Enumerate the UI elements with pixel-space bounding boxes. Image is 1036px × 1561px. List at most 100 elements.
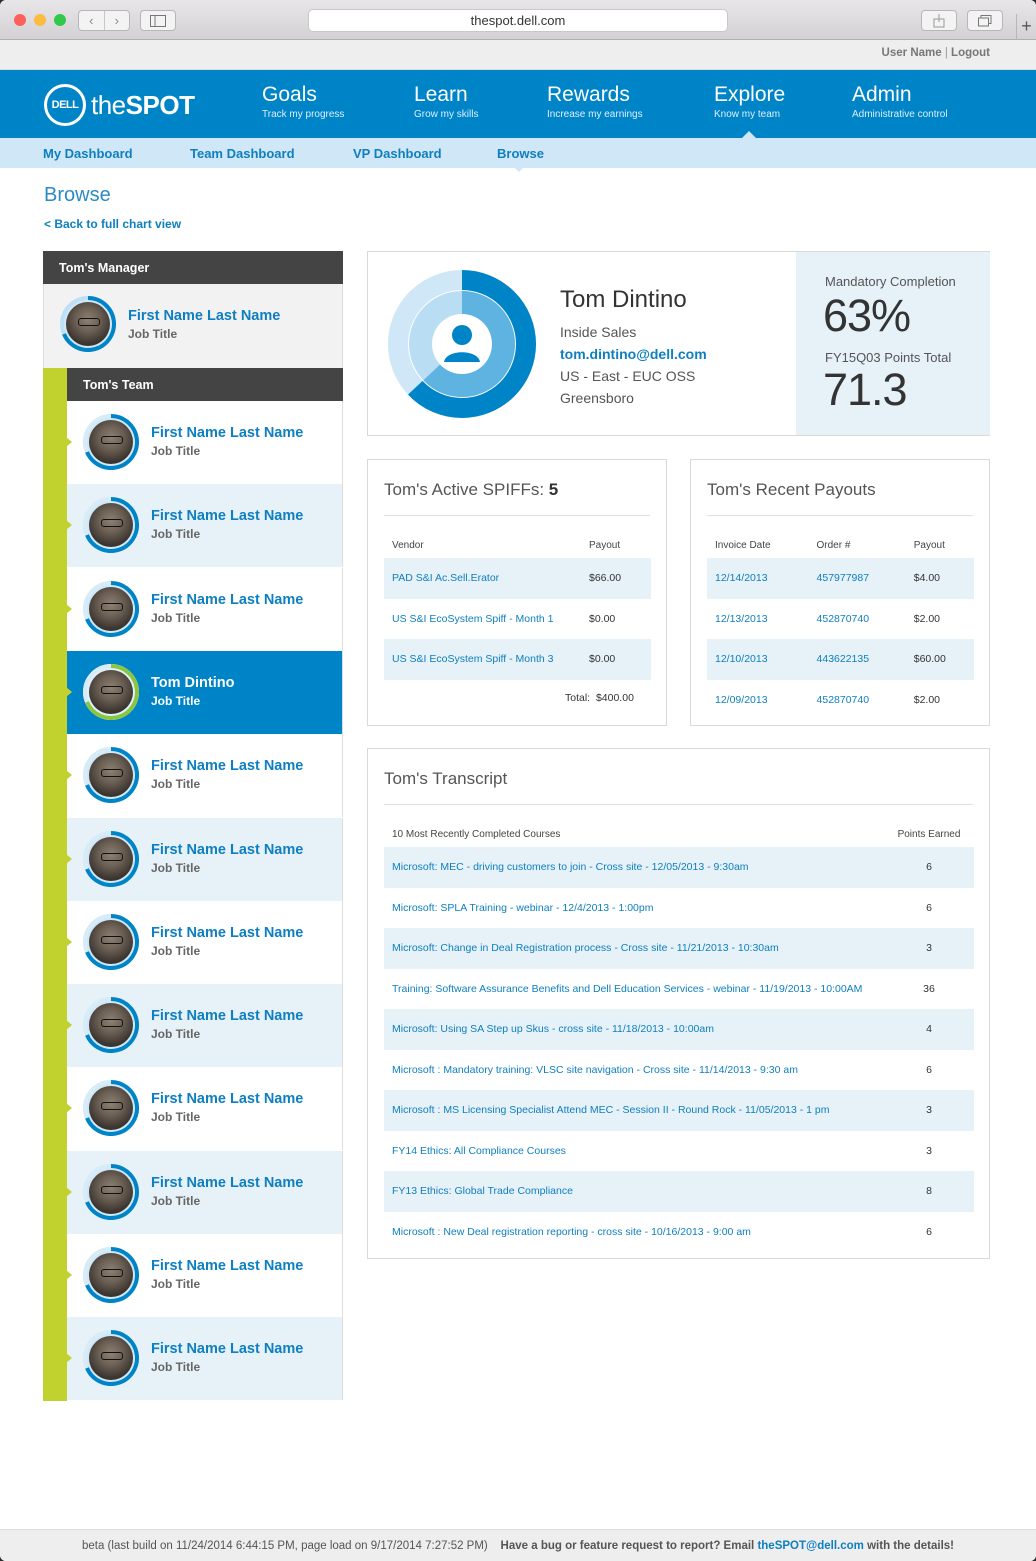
team-member[interactable]: First Name Last Name Job Title bbox=[66, 817, 343, 901]
invoice-date-cell[interactable]: 12/10/2013 bbox=[707, 639, 809, 680]
new-tab-icon[interactable]: + bbox=[1016, 14, 1036, 40]
team-member[interactable]: First Name Last Name Job Title bbox=[66, 401, 343, 484]
nav-goals[interactable]: Goals Track my progress bbox=[262, 83, 344, 121]
zoom-dot-icon[interactable] bbox=[54, 14, 66, 26]
nav-explore[interactable]: Explore Know my team bbox=[714, 84, 785, 121]
course-cell[interactable]: FY13 Ethics: Global Trade Compliance bbox=[384, 1171, 884, 1212]
course-cell[interactable]: Training: Software Assurance Benefits an… bbox=[392, 982, 863, 995]
thespot-logo[interactable]: DELL theSPOT bbox=[44, 84, 195, 126]
hierarchy-tick bbox=[66, 770, 72, 781]
course-cell[interactable]: Microsoft: Using SA Step up Skus - cross… bbox=[384, 1009, 884, 1050]
build-info: beta (last build on 11/24/2014 6:44:15 P… bbox=[81, 1539, 488, 1552]
nav-rewards-title: Rewards bbox=[547, 83, 630, 106]
table-row[interactable]: 12/10/2013 443622135 $60.00 bbox=[707, 639, 974, 680]
team-member[interactable]: First Name Last Name Job Title bbox=[66, 567, 343, 651]
course-cell[interactable]: Microsoft : Mandatory training: VLSC sit… bbox=[392, 1063, 798, 1076]
payout-cell: $0.00 bbox=[581, 639, 651, 680]
table-row[interactable]: Microsoft: Change in Deal Registration p… bbox=[384, 928, 974, 969]
course-cell[interactable]: Microsoft: SPLA Training - webinar - 12/… bbox=[392, 901, 654, 914]
invoice-date-cell[interactable]: 12/14/2013 bbox=[707, 558, 809, 599]
org-browser: Tom's Manager First Name Last Name Job T… bbox=[43, 251, 343, 1401]
order-number-cell[interactable]: 452870740 bbox=[816, 612, 870, 625]
spiffs-count: 5 bbox=[548, 480, 559, 499]
team-member[interactable]: First Name Last Name Job Title bbox=[66, 1317, 343, 1401]
address-bar[interactable]: thespot.dell.com bbox=[308, 9, 728, 32]
table-row[interactable]: PAD S&I Ac.Sell.Erator $66.00 bbox=[384, 558, 651, 599]
user-name-link[interactable]: User Name bbox=[881, 47, 942, 59]
member-job-title: Job Title bbox=[151, 1110, 201, 1125]
table-row[interactable]: Microsoft: MEC - driving customers to jo… bbox=[384, 847, 974, 888]
nav-goals-title: Goals bbox=[262, 83, 317, 106]
table-row[interactable]: 12/13/2013 452870740 $2.00 bbox=[707, 599, 974, 640]
sidebar-icon[interactable] bbox=[140, 10, 176, 31]
table-row[interactable]: 12/14/2013 457977987 $4.00 bbox=[707, 558, 974, 599]
subnav-vp-dashboard[interactable]: VP Dashboard bbox=[353, 146, 442, 161]
table-row[interactable]: US S&I EcoSystem Spiff - Month 1 $0.00 bbox=[384, 599, 651, 640]
course-cell[interactable]: Microsoft: Change in Deal Registration p… bbox=[384, 928, 884, 969]
logo-spot: SPOT bbox=[125, 89, 195, 120]
team-member[interactable]: First Name Last Name Job Title bbox=[66, 734, 343, 818]
team-member[interactable]: First Name Last Name Job Title bbox=[66, 984, 343, 1068]
profile-email[interactable]: tom.dintino@dell.com bbox=[560, 346, 707, 362]
vendor-cell[interactable]: US S&I EcoSystem Spiff - Month 3 bbox=[384, 639, 581, 680]
table-row[interactable]: Microsoft : MS Licensing Specialist Atte… bbox=[384, 1090, 974, 1131]
member-name: First Name Last Name bbox=[151, 1091, 304, 1108]
team-member[interactable]: First Name Last Name Job Title bbox=[66, 1067, 343, 1151]
manager-card[interactable]: First Name Last Name Job Title bbox=[43, 284, 343, 368]
subnav-browse[interactable]: Browse bbox=[497, 146, 544, 161]
points-total-label: FY15Q03 Points Total bbox=[825, 350, 952, 365]
subnav-my-dashboard[interactable]: My Dashboard bbox=[43, 146, 133, 161]
table-row[interactable]: Microsoft: Using SA Step up Skus - cross… bbox=[384, 1009, 974, 1050]
avatar bbox=[83, 830, 139, 887]
history-buttons: ‹ › bbox=[78, 10, 130, 31]
logout-link[interactable]: Logout bbox=[951, 47, 990, 59]
order-number-cell[interactable]: 457977987 bbox=[808, 558, 906, 599]
vendor-cell[interactable]: US S&I EcoSystem Spiff - Month 1 bbox=[392, 612, 554, 625]
payout-cell: $60.00 bbox=[905, 639, 974, 680]
sub-navigation: My Dashboard Team Dashboard VP Dashboard… bbox=[0, 138, 1036, 168]
payout-cell: $0.00 bbox=[589, 612, 616, 625]
manager-name: First Name Last Name bbox=[128, 308, 281, 324]
share-icon[interactable] bbox=[921, 10, 957, 31]
course-cell[interactable]: FY14 Ethics: All Compliance Courses bbox=[392, 1144, 566, 1157]
vendor-cell[interactable]: PAD S&I Ac.Sell.Erator bbox=[384, 558, 581, 599]
team-member-selected[interactable]: Tom Dintino Job Title bbox=[66, 650, 343, 734]
page-title: Browse bbox=[44, 184, 111, 206]
minimize-dot-icon[interactable] bbox=[34, 14, 46, 26]
table-row[interactable]: US S&I EcoSystem Spiff - Month 3 $0.00 bbox=[384, 639, 651, 680]
table-row[interactable]: FY13 Ethics: Global Trade Compliance 8 bbox=[384, 1171, 974, 1212]
nav-rewards-sub: Increase my earnings bbox=[547, 109, 643, 120]
table-row[interactable]: FY14 Ethics: All Compliance Courses 3 bbox=[384, 1131, 974, 1172]
close-dot-icon[interactable] bbox=[14, 14, 26, 26]
member-job-title: Job Title bbox=[151, 1360, 201, 1375]
course-cell[interactable]: Microsoft: MEC - driving customers to jo… bbox=[384, 847, 884, 888]
back-to-chart-link[interactable]: < Back to full chart view bbox=[44, 217, 182, 231]
payout-cell: $66.00 bbox=[581, 558, 651, 599]
team-member[interactable]: First Name Last Name Job Title bbox=[66, 1234, 343, 1317]
back-arrow-icon[interactable]: ‹ bbox=[79, 11, 105, 30]
team-member[interactable]: First Name Last Name Job Title bbox=[66, 1150, 343, 1234]
nav-admin[interactable]: Admin Administrative control bbox=[852, 84, 948, 121]
hierarchy-tick bbox=[66, 1103, 72, 1114]
table-row[interactable]: Microsoft : Mandatory training: VLSC sit… bbox=[384, 1050, 974, 1091]
invoice-date-cell[interactable]: 12/09/2013 bbox=[715, 693, 768, 706]
team-member[interactable]: First Name Last Name Job Title bbox=[66, 900, 343, 984]
table-row[interactable]: Microsoft: SPLA Training - webinar - 12/… bbox=[384, 888, 974, 929]
forward-arrow-icon[interactable]: › bbox=[114, 13, 119, 28]
points-cell: 6 bbox=[926, 901, 932, 914]
divider bbox=[707, 515, 973, 516]
team-member[interactable]: First Name Last Name Job Title bbox=[66, 484, 343, 568]
subnav-team-dashboard[interactable]: Team Dashboard bbox=[190, 146, 295, 161]
table-row[interactable]: Microsoft : New Deal registration report… bbox=[384, 1212, 974, 1253]
table-row[interactable]: Training: Software Assurance Benefits an… bbox=[384, 969, 974, 1010]
order-number-cell[interactable]: 452870740 bbox=[816, 693, 870, 706]
table-row[interactable]: 12/09/2013 452870740 $2.00 bbox=[707, 680, 974, 721]
order-number-cell[interactable]: 443622135 bbox=[808, 639, 906, 680]
nav-rewards[interactable]: Rewards Increase my earnings bbox=[547, 83, 643, 121]
course-cell[interactable]: Microsoft : New Deal registration report… bbox=[392, 1225, 751, 1238]
invoice-date-cell[interactable]: 12/13/2013 bbox=[715, 612, 768, 625]
nav-learn[interactable]: Learn Grow my skills bbox=[414, 84, 478, 121]
course-cell[interactable]: Microsoft : MS Licensing Specialist Atte… bbox=[384, 1090, 884, 1131]
tabs-icon[interactable] bbox=[967, 10, 1003, 31]
support-email-link[interactable]: theSPOT@dell.com bbox=[757, 1539, 864, 1552]
